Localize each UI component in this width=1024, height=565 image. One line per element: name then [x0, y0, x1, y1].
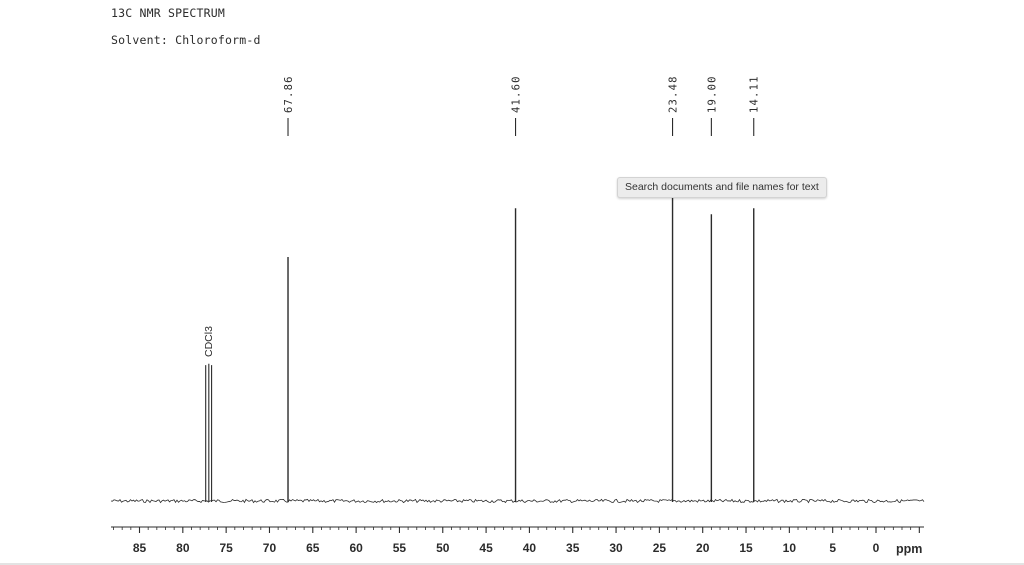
x-axis-label: ppm	[896, 542, 922, 556]
x-tick-label: 75	[219, 541, 233, 555]
spectrum-baseline	[110, 498, 925, 504]
x-tick-label: 0	[873, 541, 880, 555]
x-tick-label: 65	[306, 541, 320, 555]
x-tick-label: 50	[436, 541, 450, 555]
x-tick-label: 70	[263, 541, 277, 555]
x-tick-label: 85	[133, 541, 147, 555]
peak-label: 19.00	[706, 75, 718, 113]
spectrum-title: 13C NMR SPECTRUM	[111, 6, 225, 20]
x-tick-label: 30	[609, 541, 623, 555]
x-tick-label: 10	[783, 541, 797, 555]
x-tick-label: 5	[829, 541, 836, 555]
peak-label: 23.48	[668, 75, 680, 113]
peak-label: 41.60	[511, 75, 523, 113]
x-tick-label: 45	[479, 541, 493, 555]
x-tick-label: 15	[739, 541, 753, 555]
x-tick-label: 35	[566, 541, 580, 555]
x-tick-label: 25	[653, 541, 667, 555]
solvent-label: Solvent: Chloroform-d	[111, 33, 261, 47]
x-tick-label: 20	[696, 541, 710, 555]
search-tooltip: Search documents and file names for text	[617, 177, 827, 198]
peak-label: 14.11	[749, 75, 761, 113]
window-bottom-border	[0, 563, 1024, 565]
x-tick-label: 55	[393, 541, 407, 555]
x-tick-label: 60	[349, 541, 363, 555]
solvent-peak-label: CDCl3	[203, 326, 215, 357]
x-tick-label: 40	[523, 541, 537, 555]
x-tick-label: 80	[176, 541, 190, 555]
peak-label: 67.86	[283, 75, 295, 113]
